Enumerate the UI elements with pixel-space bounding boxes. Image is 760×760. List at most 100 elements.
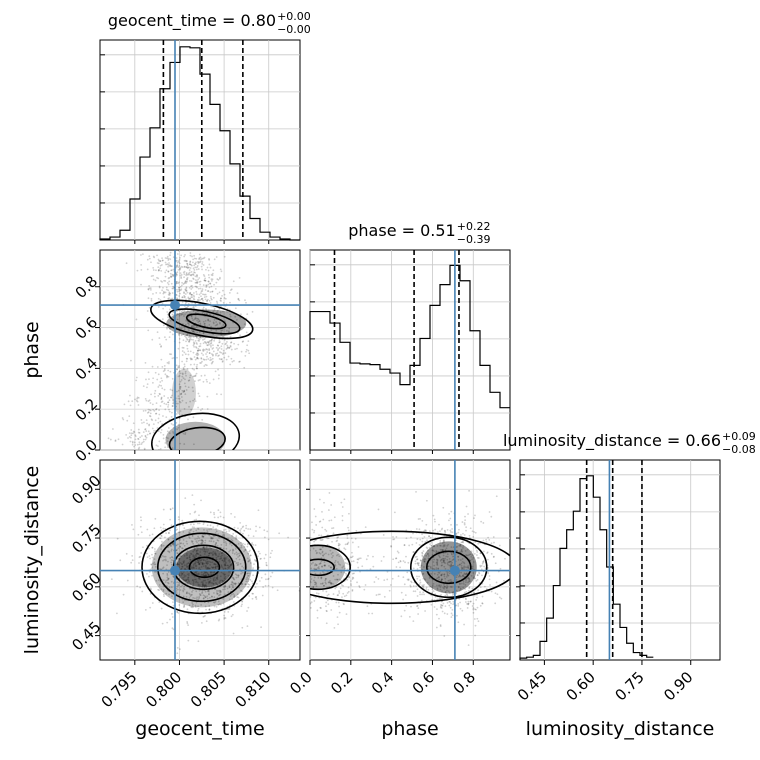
scatter-point: [217, 368, 219, 371]
scatter-point: [150, 588, 153, 591]
scatter-point: [181, 547, 183, 550]
scatter-point: [181, 584, 184, 587]
scatter-point: [176, 563, 179, 566]
scatter-point: [247, 552, 250, 555]
scatter-point: [351, 578, 354, 581]
scatter-point: [464, 519, 467, 522]
scatter-point: [291, 587, 293, 589]
scatter-point: [217, 349, 219, 352]
scatter-point: [137, 447, 140, 450]
scatter-point: [199, 551, 202, 553]
scatter-point: [191, 593, 193, 596]
scatter-point: [144, 361, 147, 364]
scatter-point: [150, 393, 152, 396]
scatter-point: [279, 579, 281, 581]
scatter-point: [198, 589, 201, 592]
scatter-point: [186, 338, 189, 341]
scatter-point: [206, 266, 209, 269]
scatter-point: [180, 288, 183, 291]
scatter-point: [313, 576, 316, 579]
scatter-point: [237, 556, 239, 558]
scatter-point: [467, 513, 469, 515]
scatter-point: [456, 542, 458, 545]
scatter-point: [167, 405, 169, 408]
scatter-point: [337, 578, 339, 581]
scatter-point: [494, 602, 497, 605]
scatter-point: [223, 559, 226, 562]
scatter-point: [236, 593, 239, 596]
scatter-point: [347, 529, 350, 532]
scatter-point: [158, 269, 160, 271]
scatter-point: [323, 553, 326, 556]
scatter-point: [305, 568, 307, 570]
scatter-point: [421, 540, 424, 543]
scatter-point: [177, 423, 180, 426]
scatter-point: [183, 544, 186, 547]
scatter-point: [202, 348, 205, 351]
scatter-point: [231, 581, 234, 584]
scatter-point: [463, 572, 466, 575]
scatter-point: [142, 440, 145, 443]
scatter-point: [207, 269, 210, 272]
scatter-point: [135, 318, 138, 321]
scatter-point: [175, 265, 178, 268]
scatter-point: [426, 553, 429, 555]
scatter-point: [188, 293, 191, 295]
scatter-point: [184, 295, 186, 298]
scatter-point: [321, 565, 323, 568]
scatter-point: [197, 406, 199, 409]
scatter-point: [169, 319, 172, 322]
scatter-point: [319, 562, 322, 564]
scatter-point: [178, 558, 181, 561]
scatter-point: [170, 561, 173, 564]
scatter-point: [181, 300, 184, 303]
scatter-point: [247, 340, 250, 343]
scatter-point: [249, 549, 251, 552]
scatter-point: [321, 554, 324, 557]
scatter-point: [259, 558, 262, 560]
scatter-point: [167, 270, 170, 273]
scatter-point: [465, 598, 467, 601]
scatter-point: [192, 589, 194, 592]
scatter-point: [439, 540, 442, 542]
scatter-point: [198, 296, 200, 299]
scatter-point: [140, 531, 143, 534]
scatter-point: [223, 534, 226, 537]
scatter-point: [208, 299, 211, 302]
scatter-point: [192, 319, 194, 322]
scatter-point: [213, 592, 215, 594]
contour-line: [310, 558, 335, 577]
scatter-point: [122, 593, 125, 596]
scatter-point: [179, 292, 181, 295]
scatter-point: [178, 333, 180, 336]
scatter-point: [246, 344, 249, 347]
scatter-point: [192, 330, 195, 333]
scatter-point: [441, 597, 443, 600]
scatter-point: [265, 578, 267, 581]
scatter-point: [462, 580, 465, 583]
scatter-point: [249, 562, 252, 564]
scatter-point: [361, 565, 364, 568]
scatter-point: [168, 297, 171, 300]
scatter-point: [180, 277, 183, 280]
scatter-point: [194, 279, 197, 281]
scatter-point: [160, 396, 163, 399]
scatter-point: [264, 584, 267, 587]
scatter-point: [457, 621, 460, 624]
scatter-point: [166, 564, 168, 567]
scatter-point: [210, 353, 213, 355]
scatter-point: [185, 340, 187, 343]
scatter-point: [196, 581, 199, 584]
scatter-point: [188, 556, 191, 559]
scatter-point: [279, 565, 281, 567]
scatter-point: [208, 352, 211, 354]
scatter-point: [182, 432, 185, 435]
scatter-point: [240, 313, 242, 316]
scatter-point: [441, 561, 443, 564]
scatter-point: [132, 432, 134, 435]
scatter-point: [469, 600, 472, 603]
scatter-point: [207, 566, 210, 569]
scatter-point: [196, 274, 198, 276]
scatter-point: [425, 529, 428, 532]
scatter-point: [367, 554, 369, 557]
